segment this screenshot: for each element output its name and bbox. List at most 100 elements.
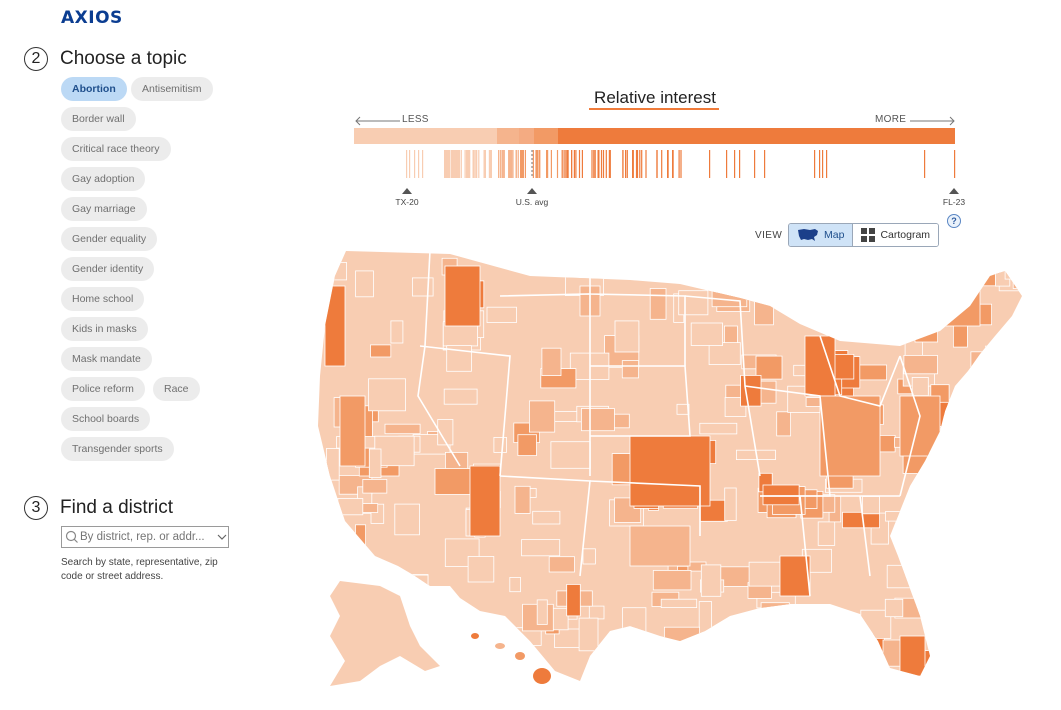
view-map-button[interactable]: Map xyxy=(789,224,853,246)
district-tick xyxy=(609,150,611,178)
district-tick xyxy=(483,150,485,178)
district-cell xyxy=(355,524,367,555)
topic-chip-mask-mandate[interactable]: Mask mandate xyxy=(61,347,152,371)
district-tick xyxy=(508,150,510,178)
district-cell xyxy=(1010,491,1022,522)
topic-chip-gender-equality[interactable]: Gender equality xyxy=(61,227,158,251)
district-cell xyxy=(437,419,454,446)
arrow-right-icon xyxy=(910,116,955,126)
topic-chip-critical-race-theory[interactable]: Critical race theory xyxy=(61,137,171,161)
district-cell xyxy=(1030,658,1040,669)
topic-chip-border-wall[interactable]: Border wall xyxy=(61,107,136,131)
district-tick xyxy=(567,150,569,178)
district-cell xyxy=(548,556,575,573)
district-tick xyxy=(475,150,477,178)
district-tick xyxy=(622,150,624,178)
topic-chip-abortion[interactable]: Abortion xyxy=(61,77,127,101)
topic-chip-school-boards[interactable]: School boards xyxy=(61,407,151,431)
district-cell xyxy=(777,642,793,674)
district-cell xyxy=(977,651,1014,676)
topic-chip-home-school[interactable]: Home school xyxy=(61,287,145,311)
state-borders xyxy=(417,250,921,597)
search-help-text: Search by state, representative, zip cod… xyxy=(61,557,218,582)
district-cell xyxy=(899,635,926,677)
district-cell xyxy=(760,602,790,618)
arrow-left-icon xyxy=(355,116,400,126)
district-cell xyxy=(928,503,943,519)
district-cell xyxy=(877,312,897,330)
district-tick xyxy=(418,150,420,178)
district-tick xyxy=(764,150,766,178)
axios-logo[interactable]: AXIOS xyxy=(61,8,123,28)
district-cell xyxy=(872,314,900,333)
district-cell xyxy=(399,574,429,607)
district-cell xyxy=(966,428,998,458)
district-distribution-strip xyxy=(406,150,956,178)
district-tick xyxy=(726,150,728,178)
district-cell xyxy=(897,286,936,312)
scale-step-2 xyxy=(497,128,519,144)
district-tick xyxy=(517,150,519,178)
district-cell xyxy=(686,644,715,662)
district-tick xyxy=(472,150,474,178)
topic-chip-antisemitism[interactable]: Antisemitism xyxy=(131,77,213,101)
district-cell xyxy=(362,478,388,494)
district-tick xyxy=(635,150,638,178)
district-cell xyxy=(614,320,640,353)
topic-chip-transgender-sports[interactable]: Transgender sports xyxy=(61,437,174,461)
district-cell xyxy=(676,403,690,415)
district-cell xyxy=(943,497,964,509)
topic-chip-race[interactable]: Race xyxy=(153,377,200,401)
district-tick xyxy=(826,150,828,178)
district-tick xyxy=(924,150,926,178)
district-cell xyxy=(1015,313,1022,327)
district-cell xyxy=(517,434,537,456)
chevron-down-icon[interactable] xyxy=(216,526,228,548)
district-cell xyxy=(939,275,981,327)
district-tick xyxy=(597,150,599,178)
district-cell xyxy=(368,378,406,412)
district-tick xyxy=(520,150,522,178)
district-cell xyxy=(412,277,434,297)
marker-triangle-tx20 xyxy=(402,188,412,194)
topic-chip-gender-identity[interactable]: Gender identity xyxy=(61,257,155,281)
district-cell xyxy=(899,265,926,327)
view-cartogram-button[interactable]: Cartogram xyxy=(852,224,939,246)
scale-step-4 xyxy=(534,128,558,144)
topic-chip-police-reform[interactable]: Police reform xyxy=(61,377,145,401)
district-cell xyxy=(819,395,881,477)
district-cell xyxy=(394,503,420,536)
district-tick xyxy=(484,150,486,178)
us-district-map[interactable] xyxy=(300,236,1040,691)
district-cell xyxy=(819,251,855,272)
legend-title: Relative interest xyxy=(594,88,716,107)
district-cell xyxy=(528,400,556,433)
district-search-input[interactable] xyxy=(80,531,216,543)
topic-chip-kids-in-masks[interactable]: Kids in masks xyxy=(61,317,148,341)
district-cell xyxy=(779,555,811,597)
district-cell xyxy=(649,288,667,320)
district-tick xyxy=(667,150,669,178)
district-cell xyxy=(509,576,521,593)
district-tick xyxy=(573,150,575,178)
district-cell xyxy=(984,602,996,627)
district-cell xyxy=(339,395,366,467)
grid-icon xyxy=(861,228,876,242)
district-tick xyxy=(409,150,411,178)
help-icon[interactable]: ? xyxy=(947,214,961,228)
topic-chip-gay-adoption[interactable]: Gay adoption xyxy=(61,167,146,191)
district-tick xyxy=(532,150,534,178)
topic-chip-gay-marriage[interactable]: Gay marriage xyxy=(61,197,147,221)
district-tick xyxy=(600,150,603,178)
district-cells xyxy=(318,251,1041,681)
scale-step-5 xyxy=(558,128,955,144)
district-tick xyxy=(556,150,559,178)
district-search-box[interactable] xyxy=(61,526,229,548)
district-cell xyxy=(690,322,724,346)
district-cell xyxy=(1029,596,1041,627)
district-cell xyxy=(434,468,471,495)
district-tick xyxy=(503,150,505,178)
district-cell xyxy=(956,269,972,286)
district-cell xyxy=(698,601,713,634)
district-cell xyxy=(724,650,739,675)
